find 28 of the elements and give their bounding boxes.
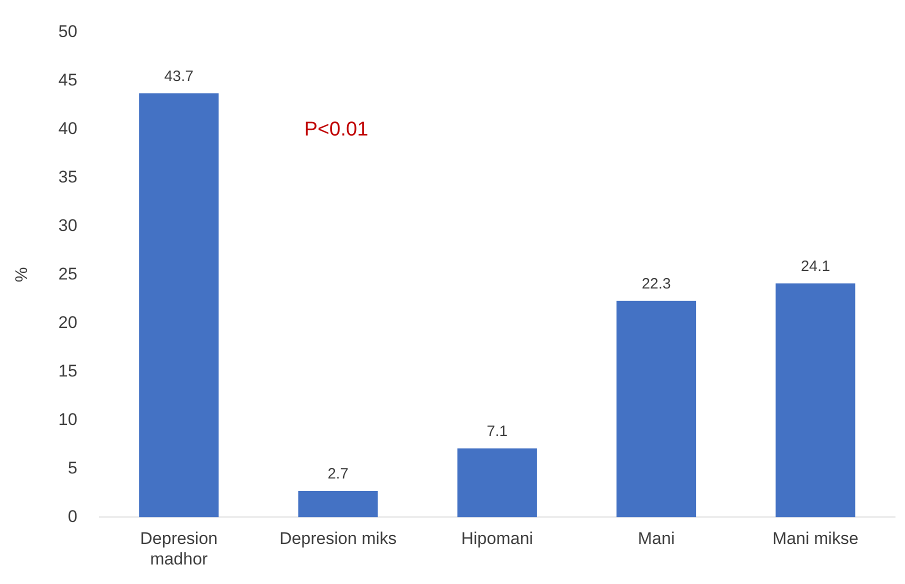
y-tick-label: 35 [58,167,78,186]
bar [298,491,378,518]
y-tick-label: 40 [58,118,78,138]
bar [616,300,696,518]
y-tick-label: 0 [68,506,78,526]
y-axis-title: % [12,267,31,282]
data-label: 22.3 [642,276,671,293]
bar [457,448,537,518]
y-tick-label: 45 [58,70,78,90]
y-tick-label: 15 [58,361,78,380]
data-label: 7.1 [486,422,508,440]
x-tick-label: Hipomani [461,529,534,548]
data-label: 43.7 [164,68,194,85]
y-tick-label: 25 [58,264,78,284]
x-tick-label: Mani mikse [772,529,858,548]
x-tick-label: Depresion miks [279,529,397,548]
bar [139,93,219,518]
data-label: 2.7 [328,466,348,483]
y-tick-label: 30 [58,216,78,235]
x-tick-label: Depresion madhor [140,529,218,568]
y-tick-label: 10 [58,410,78,429]
x-tick-label: Mani [638,529,675,548]
y-tick-label: 50 [58,22,78,41]
y-tick-label: 5 [68,458,78,478]
data-label: 24.1 [800,258,830,276]
bar [776,283,856,518]
annotation: P<0.01 [304,118,368,141]
y-tick-label: 20 [58,312,78,332]
